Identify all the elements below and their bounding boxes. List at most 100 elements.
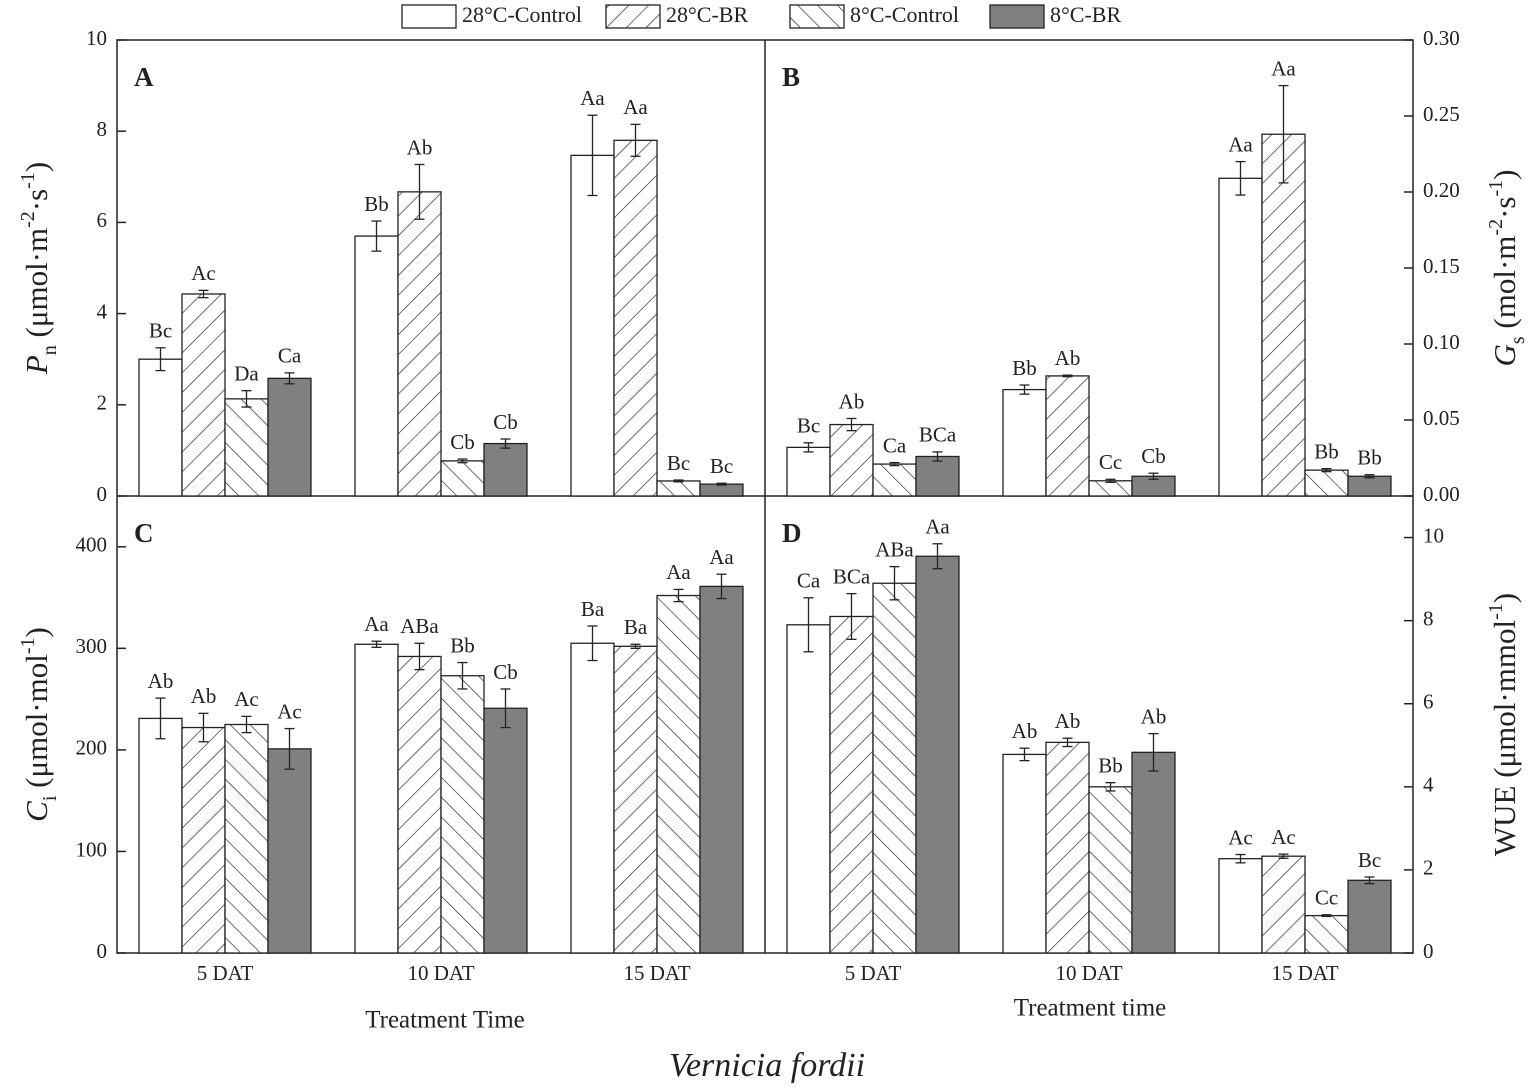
y-tick-label: 4 [1423,773,1434,797]
axis-title-part: ) [19,627,54,637]
bar [1002,753,1047,954]
bar [138,358,183,497]
axis-title-part: s [1507,336,1529,344]
x-tick-label: 10 DAT [1055,961,1122,985]
significance-letter: Aa [364,612,389,636]
bar [1218,858,1263,954]
axis-title-part: -2 [17,211,39,228]
significance-letter: Da [234,361,259,385]
legend-swatch [989,4,1045,29]
significance-letter: ABa [875,537,914,561]
bar [181,726,226,954]
bar [1045,375,1090,497]
bar [1261,133,1306,497]
significance-letter: Aa [580,86,605,110]
bar [786,446,831,497]
axis-title-part: ) [19,162,54,172]
x-tick-label: 5 DAT [845,961,902,985]
bar [397,191,442,497]
bar [786,624,831,954]
bar [872,582,917,954]
bar [354,235,399,497]
bar [1002,388,1047,497]
axis-title-part: (μmol·mol [19,654,54,795]
significance-letter: Ac [1228,825,1253,849]
y-tick-label: 10 [86,26,107,50]
y-tick-label: 4 [97,299,108,323]
y-tick-label: 2 [1423,856,1434,880]
significance-letter: ABa [400,614,439,638]
significance-letter: Ab [1055,346,1081,370]
significance-letter: Ab [148,669,174,693]
axis-title-part: -1 [1485,180,1507,197]
significance-letter: Ab [839,389,865,413]
bar [354,643,399,954]
axis-title-part: C [19,801,54,822]
significance-letter: Ac [277,699,302,723]
significance-letter: Ab [1055,709,1081,733]
y-tick-label: 0 [97,482,108,506]
bar [267,748,312,954]
y-tick-label: 0.05 [1423,406,1460,430]
axis-title-part: i [39,795,61,801]
bar [829,423,874,497]
bar [872,463,917,497]
significance-letter: Ab [1141,704,1167,728]
bar [440,460,485,497]
axis-title-part: ) [1487,593,1522,603]
panel-label: A [134,62,154,92]
bar [1261,855,1306,954]
significance-letter: Bb [1357,446,1382,470]
significance-letter: Ac [191,261,216,285]
axis-title: WUE (μmol·mmol-1) [1485,593,1523,856]
axis-title-part: ·s [19,189,54,211]
y-tick-label: 100 [76,837,108,861]
axis-title-part: P [19,355,54,375]
x-tick-label: 15 DAT [623,961,690,985]
significance-letter: Bb [1314,439,1339,463]
caption: Vernicia fordii [669,1047,865,1084]
bar [440,675,485,954]
bar [699,483,744,497]
y-tick-label: 8 [1423,606,1434,630]
significance-letter: Bb [450,633,475,657]
bar [570,642,615,954]
bar [181,293,226,497]
bar [224,398,269,497]
significance-letter: Cb [493,660,518,684]
legend-label: 8°C-Control [850,2,959,27]
bar [1304,469,1349,497]
y-tick-label: 200 [76,736,108,760]
y-tick-label: 0.20 [1423,178,1460,202]
significance-letter: Bc [710,454,733,478]
significance-letter: Bc [149,319,172,343]
significance-letter: Aa [709,545,734,569]
legend-label: 28°C-Control [462,2,582,27]
x-tick-label: 15 DAT [1271,961,1338,985]
significance-letter: Ac [234,687,259,711]
x-tick-label: 5 DAT [197,961,254,985]
significance-letter: Cb [450,430,475,454]
axis-title: Pn (μmol·m-2·s-1) [17,162,61,375]
significance-letter: Ca [797,569,821,593]
axis-title: Gs (mol·m-2·s-1) [1485,170,1529,367]
panel-label: C [134,518,154,548]
y-tick-label: 0.30 [1423,26,1460,50]
y-tick-label: 0 [97,939,108,963]
legend-swatch [789,4,845,29]
significance-letter: Ca [883,433,907,457]
bar [699,585,744,954]
significance-letter: Ac [1271,825,1296,849]
significance-letter: Aa [666,560,691,584]
bar [915,555,960,954]
bar [1304,914,1349,954]
axis-title-part: G [1487,344,1522,366]
bar [1218,177,1263,497]
bar [483,707,528,954]
significance-letter: Ca [278,344,302,368]
axis-title-part: -1 [1485,603,1507,620]
y-tick-label: 300 [76,634,108,658]
bar [915,455,960,497]
bar [1045,741,1090,954]
